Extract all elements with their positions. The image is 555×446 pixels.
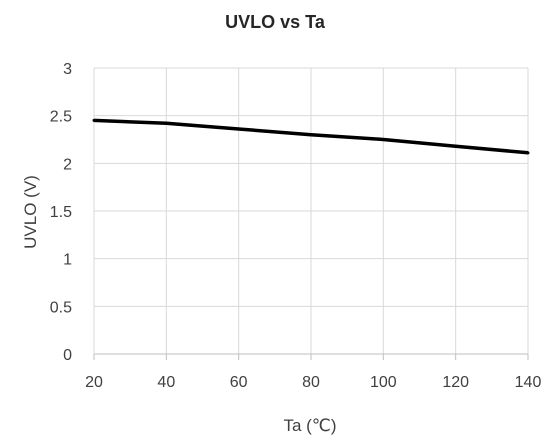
y-tick-label: 0 xyxy=(63,347,72,364)
x-tick-label: 120 xyxy=(442,374,469,391)
x-tick-label: 60 xyxy=(230,374,248,391)
data-point xyxy=(92,118,96,122)
axes xyxy=(93,68,529,360)
gridlines xyxy=(94,67,529,354)
tick-labels: 0 0.5 1 1.5 2 2.5 3 20 40 60 80 100 120 140 xyxy=(50,61,542,391)
y-tick-label: 3 xyxy=(63,61,72,78)
data-point xyxy=(309,133,313,137)
chart-title: UVLO vs Ta xyxy=(225,12,326,32)
series-layer xyxy=(92,118,530,155)
y-axis-label: UVLO (V) xyxy=(21,175,40,249)
y-tick-label: 0.5 xyxy=(50,299,72,316)
data-point xyxy=(164,121,168,125)
y-tick-label: 1.5 xyxy=(50,204,72,221)
x-axis-label: Ta (℃) xyxy=(283,416,336,435)
data-point xyxy=(526,151,530,155)
y-tick-label: 2 xyxy=(63,156,72,173)
x-tick-label: 80 xyxy=(302,374,320,391)
x-tick-label: 100 xyxy=(370,374,397,391)
data-point xyxy=(237,127,241,131)
x-tick-label: 140 xyxy=(515,374,542,391)
data-point xyxy=(454,144,458,148)
data-point xyxy=(381,138,385,141)
y-tick-label: 1 xyxy=(63,252,72,269)
x-tick-label: 40 xyxy=(157,374,175,391)
x-tick-label: 20 xyxy=(85,374,103,391)
y-tick-label: 2.5 xyxy=(50,109,72,126)
